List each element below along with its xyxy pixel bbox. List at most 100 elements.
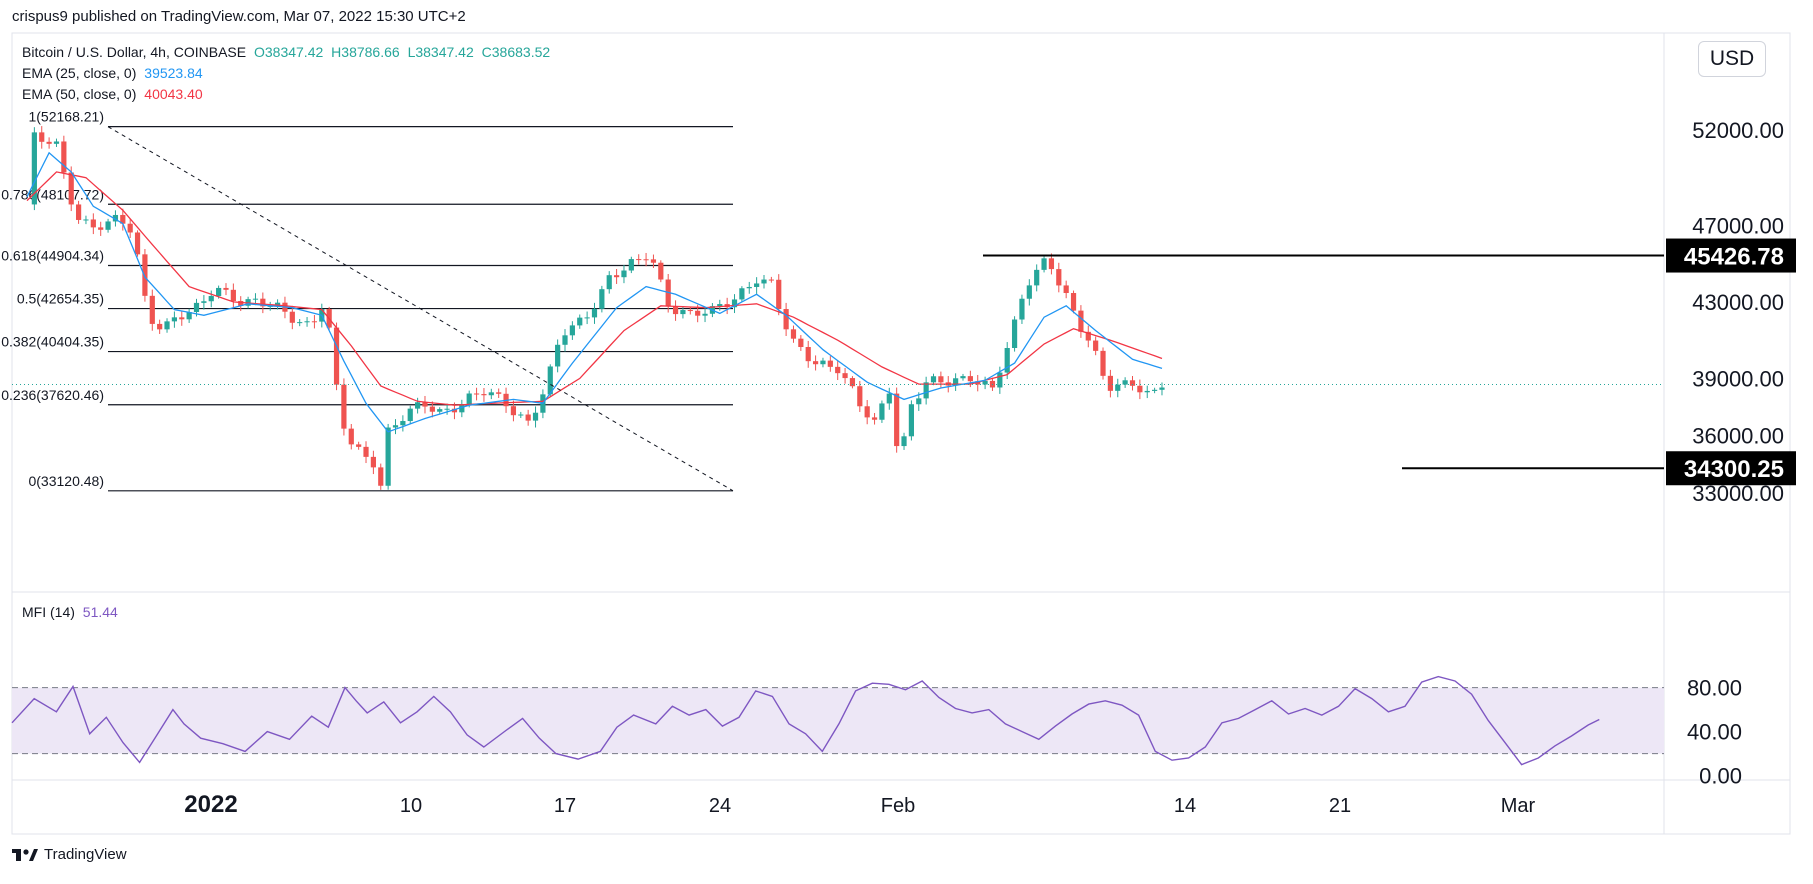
tradingview-brand[interactable]: TradingView: [12, 846, 127, 863]
candle-body: [599, 289, 605, 309]
candle-body: [459, 404, 465, 413]
candle-body: [746, 286, 752, 289]
ema25-legend[interactable]: EMA (25, close, 0) 39523.84: [22, 65, 203, 81]
ema50-line: [26, 171, 1163, 406]
currency-button[interactable]: USD: [1698, 41, 1766, 77]
candle-body: [636, 259, 642, 261]
candle-body: [1078, 310, 1084, 332]
time-tick-label: Feb: [881, 795, 915, 817]
candle-body: [938, 376, 944, 383]
ema50-label: EMA (50, close, 0): [22, 86, 137, 102]
candle-body: [289, 311, 295, 323]
candle-body: [378, 467, 384, 486]
candle-body: [1107, 375, 1113, 391]
candle-body: [1152, 389, 1158, 391]
candle-body: [790, 329, 797, 339]
candle-body: [429, 406, 435, 412]
candle-body: [768, 279, 774, 281]
fib-level-label: 0.5(42654.35): [17, 291, 104, 307]
candle-body: [216, 287, 222, 297]
mfi-legend[interactable]: MFI (14) 51.44: [22, 604, 118, 620]
candle-body: [1129, 380, 1136, 386]
candle-body: [650, 259, 657, 263]
candle-body: [1144, 390, 1150, 393]
candle-body: [120, 214, 126, 224]
candle-body: [466, 393, 472, 405]
candle-body: [997, 372, 1003, 388]
candle-body: [134, 232, 141, 255]
price-axis[interactable]: 52000.00 47000.00 43000.00 39000.00 36000.00…: [1666, 118, 1796, 506]
price-tick-label: 33000.00: [1692, 481, 1784, 506]
price-tick-label: 47000.00: [1692, 213, 1784, 238]
outer-border: [11, 32, 1791, 835]
candle-body: [1026, 285, 1032, 299]
candle-body: [201, 301, 207, 303]
candle-body: [1093, 340, 1099, 351]
candle-body: [827, 360, 833, 367]
candle-body: [437, 409, 443, 412]
candle-body: [223, 287, 229, 290]
mfi-tick-label: 40.00: [1687, 720, 1742, 745]
candle-body: [274, 302, 281, 306]
attribution-text: crispus9 published on TradingView.com, M…: [12, 8, 466, 25]
price-box: [1666, 451, 1796, 486]
candle-body: [171, 317, 177, 322]
candle-body: [31, 132, 37, 205]
time-tick-label: 17: [554, 795, 576, 817]
candle-body: [754, 283, 760, 287]
candle-body: [68, 172, 74, 205]
fib-trend-line: [107, 126, 734, 492]
price-box-label: 34300.25: [1684, 456, 1784, 483]
candle-body: [252, 298, 259, 300]
candle-body: [1048, 258, 1055, 270]
symbol-legend[interactable]: Bitcoin / U.S. Dollar, 4h, COINBASE O383…: [22, 44, 550, 60]
candle-body: [783, 309, 789, 330]
candle-body: [547, 366, 553, 395]
candle-body: [643, 259, 649, 261]
candle-body: [496, 392, 502, 394]
candle-body: [53, 141, 60, 144]
candle-body: [672, 306, 679, 315]
candle-body: [98, 227, 104, 230]
high-value: H38786.66: [331, 44, 400, 60]
candle-body: [127, 223, 133, 233]
candle-body: [960, 376, 966, 379]
candle-body: [1122, 380, 1128, 385]
candle-body: [695, 310, 701, 316]
price-tick-label: 36000.00: [1692, 424, 1784, 449]
candle-body: [1115, 384, 1121, 391]
candle-body: [179, 317, 185, 320]
candle-body: [304, 321, 310, 323]
candle-body: [739, 288, 745, 300]
candle-body: [842, 373, 848, 379]
candle-body: [164, 321, 170, 330]
candle-body: [481, 394, 487, 396]
candle-body: [415, 402, 421, 409]
candle-body: [46, 141, 52, 144]
candle-body: [1159, 387, 1165, 390]
price-tick-label: 39000.00: [1692, 366, 1784, 391]
ema50-legend[interactable]: EMA (50, close, 0) 40043.40: [22, 86, 203, 102]
price-box: [1666, 238, 1796, 273]
candle-body: [930, 376, 937, 383]
candle-body: [260, 298, 266, 307]
fib-level-label: 1(52168.21): [28, 109, 104, 125]
candle-body: [879, 403, 885, 420]
candle-body: [658, 262, 664, 280]
candle-body: [916, 398, 922, 405]
candle-body: [835, 366, 841, 374]
symbol-name: Bitcoin / U.S. Dollar, 4h, COINBASE: [22, 44, 247, 60]
candle-body: [871, 417, 878, 420]
time-tick-label: 21: [1329, 795, 1351, 817]
candle-body: [341, 384, 347, 429]
candle-body: [923, 382, 929, 399]
candle-body: [621, 270, 627, 278]
candle-body: [473, 393, 480, 395]
candle-body: [776, 279, 782, 310]
price-box-label: 45426.78: [1684, 244, 1784, 271]
time-axis[interactable]: 2022 10 17 24 Feb 14 21 Mar: [184, 791, 1535, 818]
candle-body: [953, 378, 959, 386]
candle-body: [1034, 269, 1040, 286]
candle-body: [186, 312, 192, 320]
